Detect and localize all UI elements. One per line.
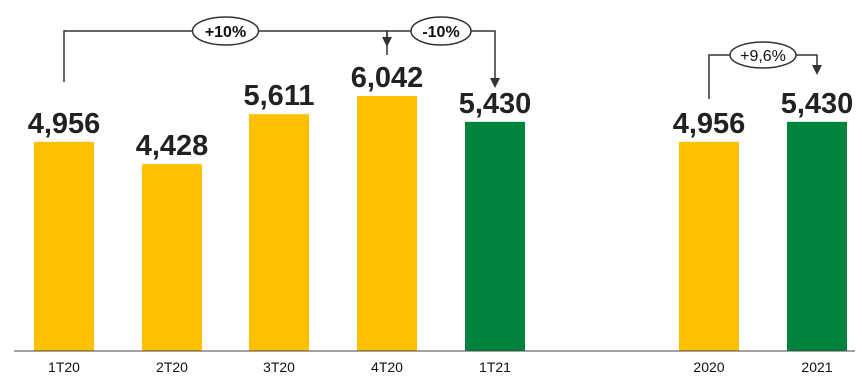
category-label-3t20: 3T20 bbox=[263, 359, 295, 375]
bar-2021 bbox=[787, 121, 847, 351]
value-label-4t20: 6,042 bbox=[351, 62, 424, 94]
callout-1t20-to-4t20-bubble bbox=[191, 16, 260, 46]
category-label-2t20: 2T20 bbox=[156, 359, 188, 375]
callout-2020-to-2021-bubble bbox=[729, 41, 797, 69]
bar-4t20 bbox=[357, 96, 417, 351]
callout-1t20-to-4t20-label: +10% bbox=[205, 24, 246, 41]
bar-1t20 bbox=[34, 141, 94, 351]
callout-4t20-to-1t21: -10% bbox=[386, 16, 500, 88]
category-label-1t21: 1T21 bbox=[479, 359, 511, 375]
category-label-4t20: 4T20 bbox=[371, 359, 403, 375]
category-label-2020: 2020 bbox=[693, 359, 724, 375]
labels-layer: 4,956 1T20 4,428 2T20 5,611 3T20 6,042 4T20 5,43… bbox=[28, 62, 854, 375]
value-label-3t20: 5,611 bbox=[244, 80, 315, 112]
value-label-2t20: 4,428 bbox=[136, 130, 209, 162]
callout-2020-to-2021: +9,6% bbox=[708, 41, 822, 99]
callout-2020-to-2021-label: +9,6% bbox=[740, 48, 786, 65]
callout-4t20-to-1t21-label: -10% bbox=[422, 24, 459, 41]
bar-3t20 bbox=[249, 114, 309, 351]
callout-4t20-to-1t21-bubble bbox=[410, 16, 472, 46]
bar-1t21 bbox=[465, 121, 525, 351]
value-label-2020: 4,956 bbox=[673, 108, 746, 140]
category-label-1t20: 1T20 bbox=[48, 359, 80, 375]
category-label-2021: 2021 bbox=[801, 359, 832, 375]
bar-2020 bbox=[679, 141, 739, 351]
value-label-1t21: 5,430 bbox=[459, 88, 532, 120]
value-label-1t20: 4,956 bbox=[28, 108, 101, 140]
callout-1t20-to-4t20: +10% bbox=[63, 16, 392, 82]
bar-2t20 bbox=[142, 164, 202, 351]
value-label-2021: 5,430 bbox=[781, 88, 854, 120]
annotations-layer: +10% -10% +9,6% bbox=[63, 16, 822, 99]
bars-layer bbox=[34, 96, 847, 351]
